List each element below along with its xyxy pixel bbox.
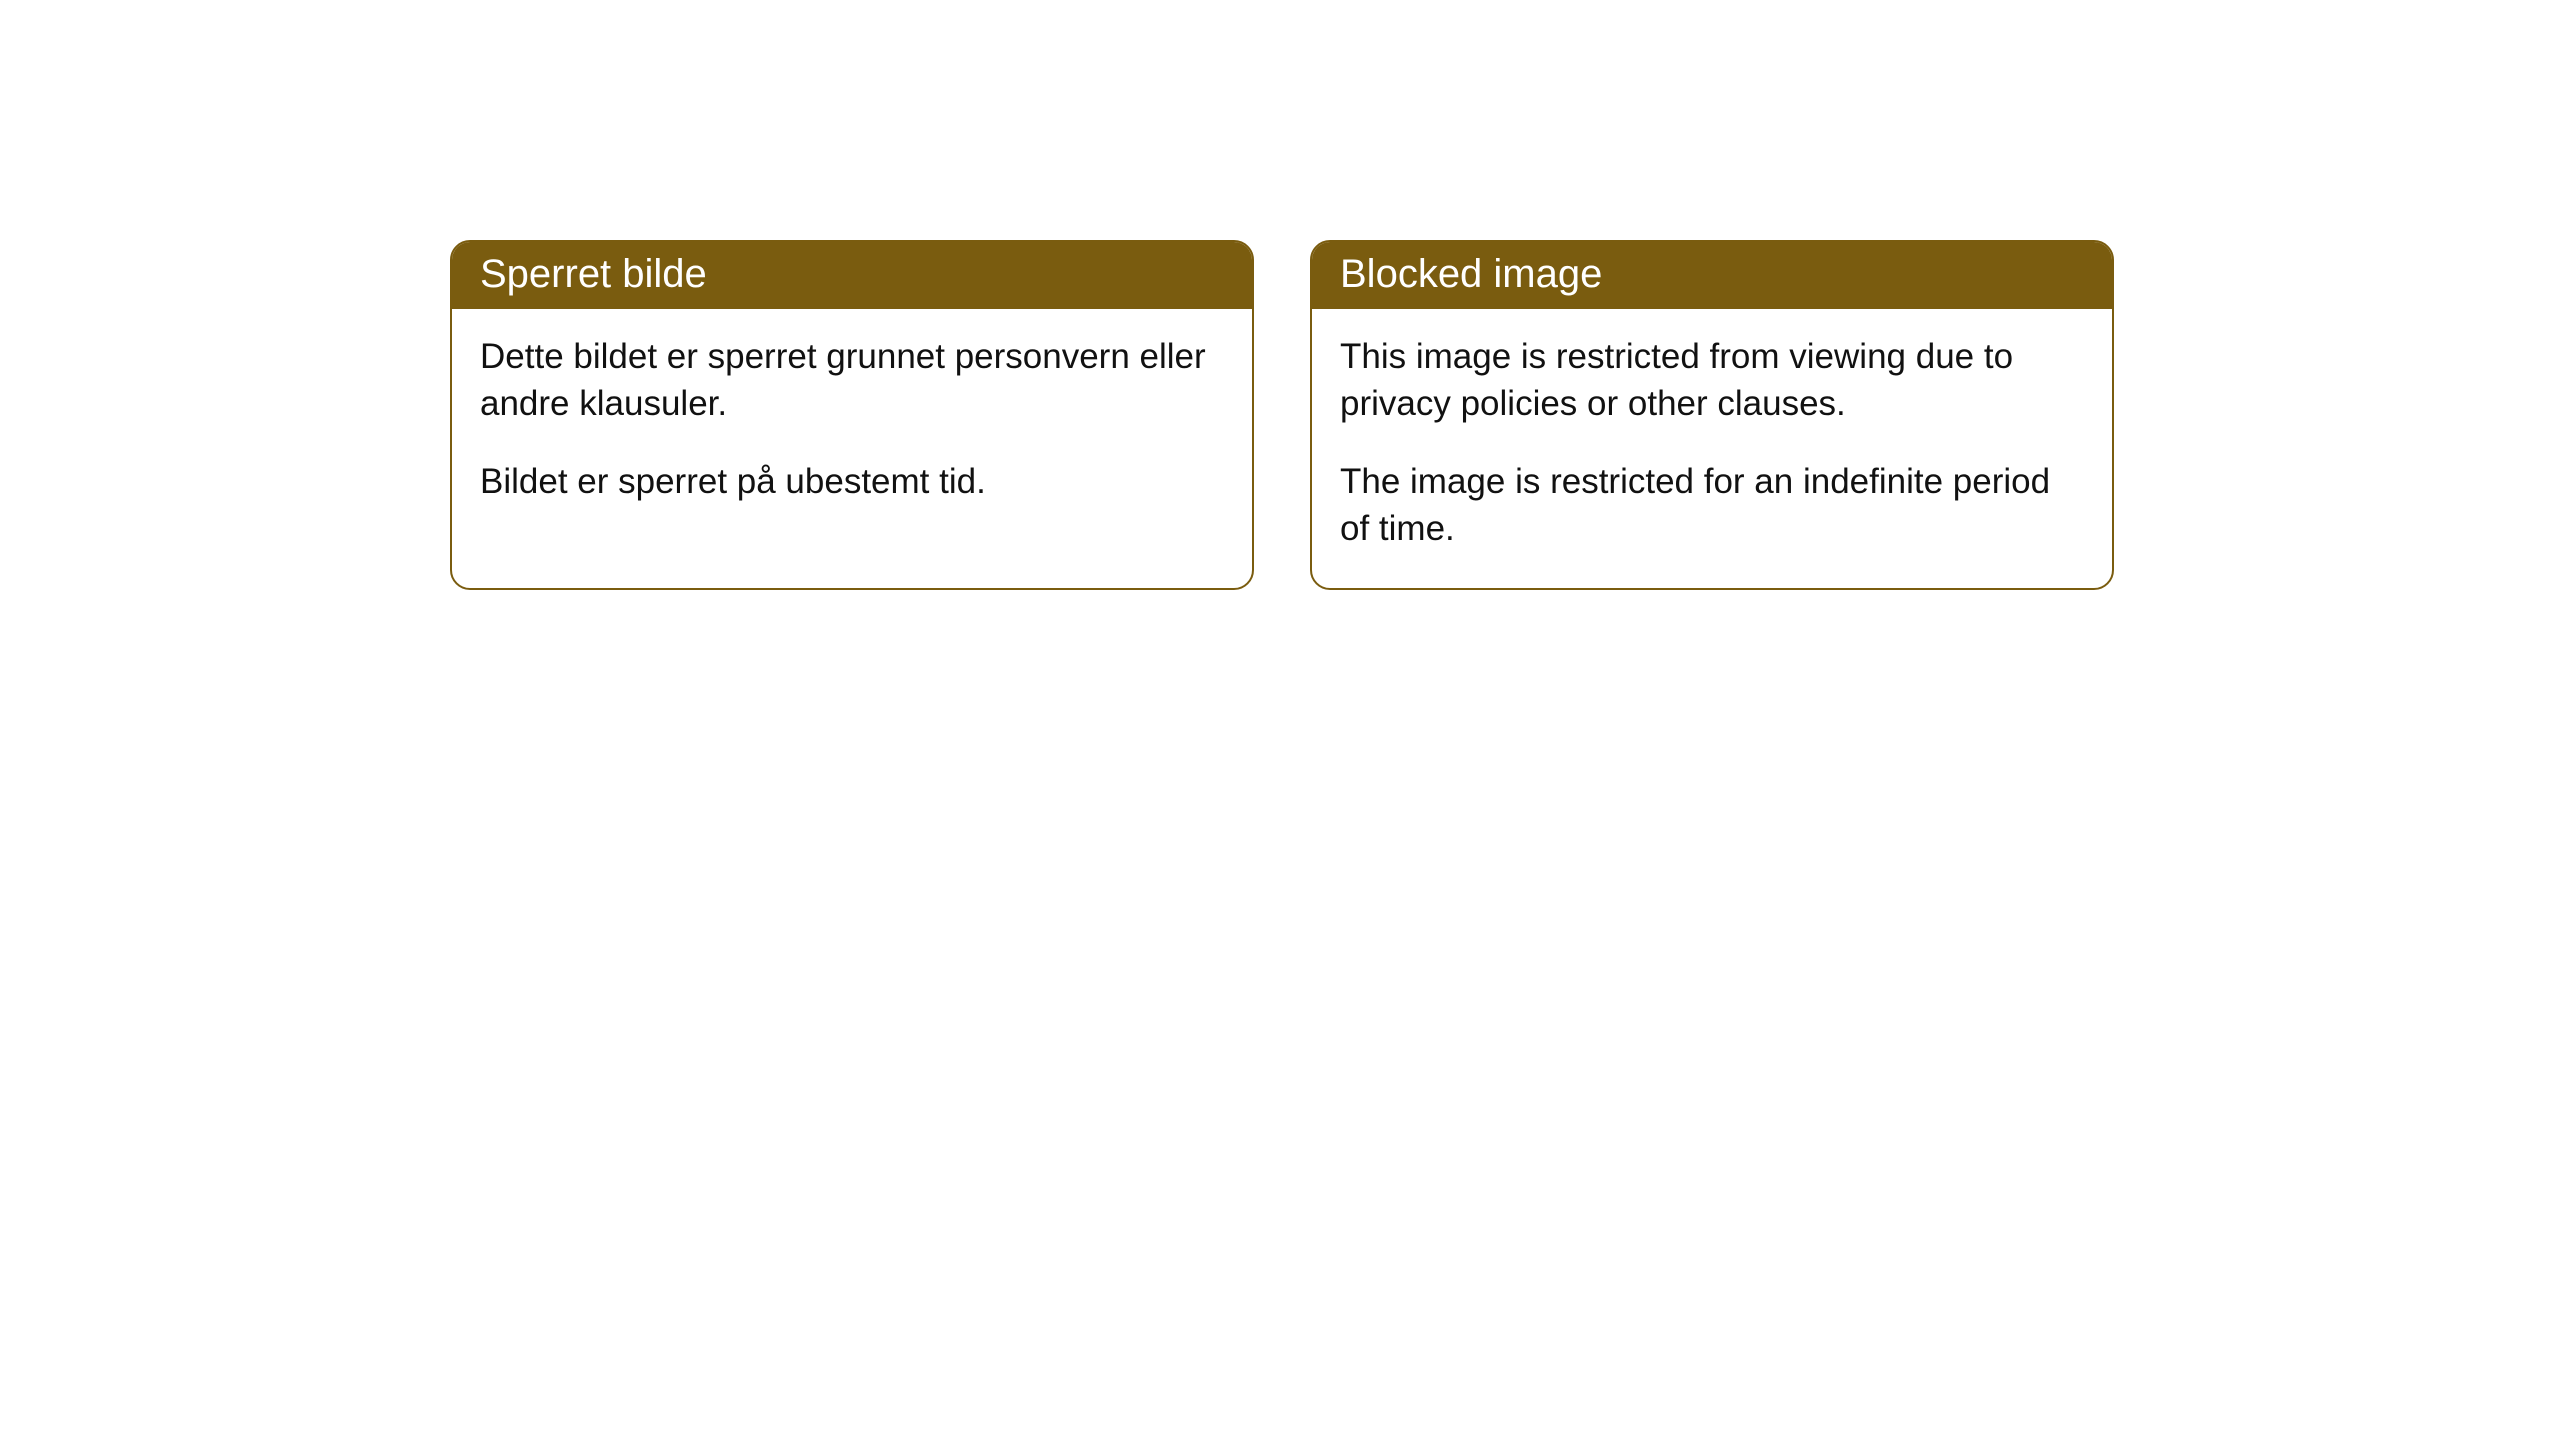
card-title: Sperret bilde	[452, 242, 1252, 309]
card-paragraph: Bildet er sperret på ubestemt tid.	[480, 458, 1224, 505]
notice-card-english: Blocked image This image is restricted f…	[1310, 240, 2114, 590]
card-paragraph: This image is restricted from viewing du…	[1340, 333, 2084, 428]
notice-container: Sperret bilde Dette bildet er sperret gr…	[0, 0, 2560, 590]
card-paragraph: The image is restricted for an indefinit…	[1340, 458, 2084, 553]
card-body: This image is restricted from viewing du…	[1312, 309, 2112, 588]
card-title: Blocked image	[1312, 242, 2112, 309]
card-body: Dette bildet er sperret grunnet personve…	[452, 309, 1252, 541]
card-paragraph: Dette bildet er sperret grunnet personve…	[480, 333, 1224, 428]
notice-card-norwegian: Sperret bilde Dette bildet er sperret gr…	[450, 240, 1254, 590]
